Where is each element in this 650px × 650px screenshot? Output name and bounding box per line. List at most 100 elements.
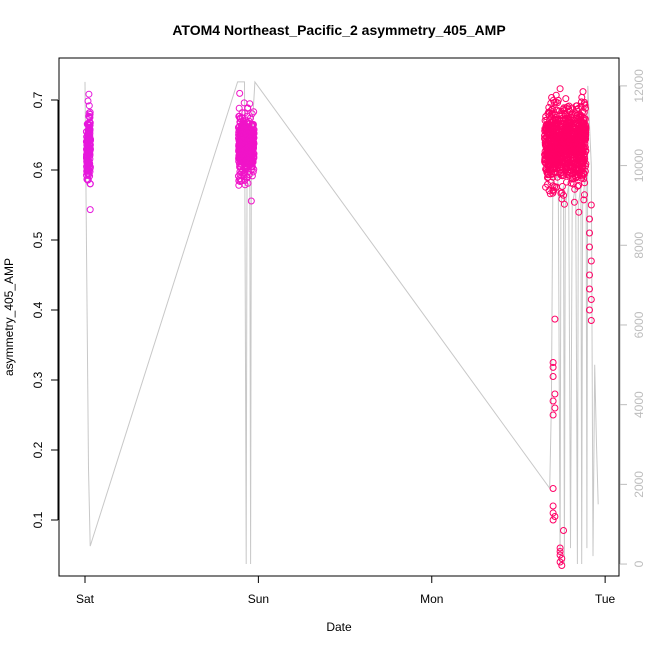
data-point [575,181,583,189]
data-point [570,198,578,206]
data-point [84,170,92,178]
x-axis-label: Date [326,620,352,634]
data-point [549,138,557,146]
data-point [541,159,549,167]
data-point [549,359,557,366]
y2-tick-label: 2000 [632,471,646,498]
data-point [564,163,572,171]
data-point [563,155,571,163]
data-point [567,179,575,187]
data-point [249,121,257,129]
data-point [568,148,576,156]
data-point [85,109,93,117]
data-point [586,271,593,279]
x-tick-label: Sun [248,592,269,606]
axes: 0.1 0.2 0.3 0.4 0.5 0.6 0.7 0 2000 4000 6000 8000 10… [31,57,646,606]
data-point [552,113,559,121]
data-point [548,170,556,178]
data-point [235,181,243,189]
data-point [573,167,581,175]
data-point [551,404,559,412]
data-point [86,119,94,127]
data-point [236,178,244,185]
data-point [558,555,566,562]
data-point [86,125,94,133]
data-point [549,397,557,405]
y-tick-label: 0.5 [31,231,45,248]
data-point [562,170,570,178]
data-point [587,317,595,324]
data-point [85,171,93,179]
data-point [87,135,94,143]
data-point [575,104,582,112]
data-point [240,152,248,160]
data-point [244,104,252,112]
data-point [578,157,585,165]
y2-tick-label: 12000 [632,69,646,103]
data-point [575,113,583,121]
data-point [551,315,559,323]
data-point [556,544,564,552]
y-tick-label: 0.2 [31,441,45,458]
data-point [235,104,243,112]
data-point [562,95,570,103]
data-point [238,123,246,131]
data-point [550,134,558,142]
data-point [570,116,578,124]
data-point [549,189,557,197]
data-point [239,137,247,145]
data-point [572,164,580,172]
data-point [556,112,564,120]
data-point [575,208,583,216]
data-point [547,99,555,107]
x-tick-label: Tue [595,592,616,606]
data-point [552,169,560,176]
data-point [556,558,564,566]
data-point [564,168,572,176]
data-point [549,411,557,419]
y2-tick-label: 0 [632,560,646,567]
data-point [582,147,590,155]
data-point [551,390,559,398]
y-tick-label: 0.6 [31,161,45,178]
data-point [569,147,577,155]
data-point [248,110,256,118]
data-point [250,126,258,134]
data-point [565,102,573,110]
data-point [83,153,91,161]
data-point [568,131,576,139]
data-point [580,171,588,178]
data-point [544,174,551,182]
secondary-line [84,80,599,565]
data-point [559,145,566,153]
data-point [560,527,567,534]
data-point [238,131,246,139]
data-point [586,215,593,223]
data-point [586,306,593,314]
data-point [86,114,94,122]
data-point [235,157,243,165]
data-point [235,131,243,139]
data-point [235,152,243,160]
data-point [558,189,566,197]
data-point [85,102,93,110]
data-point [548,157,556,165]
data-point [569,134,577,142]
data-point [560,172,568,179]
data-point [243,173,251,181]
data-point [587,257,595,265]
data-point [586,229,593,237]
data-point [552,106,560,114]
data-point [549,373,557,380]
data-point [549,363,557,371]
data-point [560,200,568,208]
secondary-series [84,80,599,565]
data-point [549,131,557,139]
data-point [578,160,586,168]
y-axis-label: asymmetry_405_AMP [2,258,16,376]
data-point [549,509,557,517]
data-point [566,121,574,129]
data-point [551,183,559,191]
data-point [552,144,560,152]
data-point [564,156,572,164]
